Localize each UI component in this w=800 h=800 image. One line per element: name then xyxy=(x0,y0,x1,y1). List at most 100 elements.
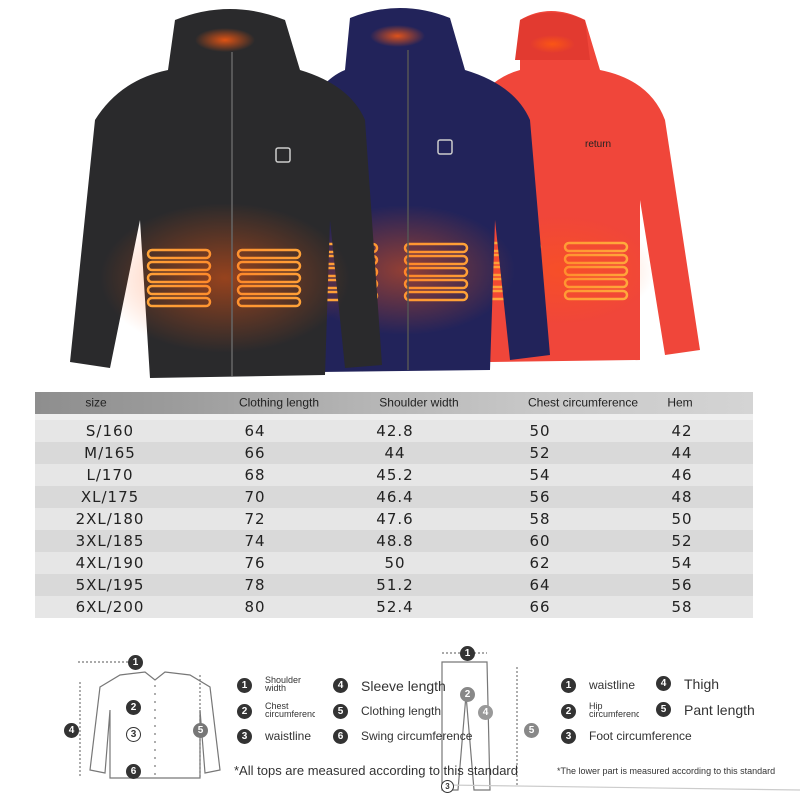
legend-label: waistline xyxy=(589,678,636,692)
table-cell-clothing-length: 72 xyxy=(244,510,266,528)
table-cell-size: 2XL/180 xyxy=(75,510,145,528)
table-cell-clothing-length: 76 xyxy=(244,554,266,572)
measurement-diagram: 1 2 3 4 5 6 1 2 3 4 5 1 Shoulder width 2 Ch… xyxy=(0,640,800,800)
tops-note: *All tops are measured according to this… xyxy=(234,763,518,778)
legend-label: Pant length xyxy=(684,702,755,718)
table-row: L/170 68 45.2 54 46 xyxy=(35,464,753,486)
shirt-marker-2: 2 xyxy=(126,700,141,715)
table-row: 4XL/190 76 50 62 54 xyxy=(35,552,753,574)
table-cell-size: 4XL/190 xyxy=(75,554,145,572)
black-jacket xyxy=(70,9,382,378)
table-cell-hem: 58 xyxy=(671,598,693,616)
table-cell-shoulder-width: 50 xyxy=(384,554,406,572)
legend-label: waistline xyxy=(265,729,312,743)
table-cell-size: S/160 xyxy=(85,422,135,440)
legend-label: Hip circumference xyxy=(589,702,639,719)
legend-number-5: 5 xyxy=(333,704,348,719)
table-row: M/165 66 44 52 44 xyxy=(35,442,753,464)
legend-number-1: 1 xyxy=(237,678,252,693)
table-cell-shoulder-width: 44 xyxy=(384,444,406,462)
pants-note: *The lower part is measured according to… xyxy=(557,766,776,776)
table-cell-shoulder-width: 45.2 xyxy=(376,466,414,484)
shirt-marker-5: 5 xyxy=(193,723,208,738)
garment-outlines xyxy=(78,652,800,791)
table-cell-shoulder-width: 48.8 xyxy=(376,532,414,550)
shirt-marker-3: 3 xyxy=(126,727,141,742)
table-cell-shoulder-width: 42.8 xyxy=(376,422,414,440)
table-cell-hem: 56 xyxy=(671,576,693,594)
table-row: S/160 64 42.8 50 42 xyxy=(35,420,753,442)
table-cell-chest-circumference: 66 xyxy=(529,598,551,616)
table-cell-clothing-length: 70 xyxy=(244,488,266,506)
table-cell-size: 6XL/200 xyxy=(75,598,145,616)
table-cell-size: 5XL/195 xyxy=(75,576,145,594)
table-cell-shoulder-width: 47.6 xyxy=(376,510,414,528)
pants-marker-4: 4 xyxy=(478,705,493,720)
legend-number-4: 4 xyxy=(333,678,348,693)
header-shoulder-width: Shoulder width xyxy=(379,395,459,410)
table-cell-clothing-length: 66 xyxy=(244,444,266,462)
size-chart-table: size Clothing length Shoulder width Ches… xyxy=(35,392,753,618)
table-row: 3XL/185 74 48.8 60 52 xyxy=(35,530,753,552)
heated-jackets-image xyxy=(70,8,700,378)
table-cell-clothing-length: 80 xyxy=(244,598,266,616)
legend-label: Foot circumference xyxy=(589,729,692,743)
table-row: 5XL/195 78 51.2 64 56 xyxy=(35,574,753,596)
table-cell-size: 3XL/185 xyxy=(75,532,145,550)
table-cell-size: M/165 xyxy=(84,444,136,462)
table-cell-shoulder-width: 51.2 xyxy=(376,576,414,594)
legend-label: Clothing length xyxy=(361,704,442,718)
legend-number-6: 6 xyxy=(333,729,348,744)
shirt-marker-6: 6 xyxy=(126,764,141,779)
legend-label: Thigh xyxy=(684,676,720,692)
legend-label: Chest circumference xyxy=(265,702,315,719)
pants-marker-5: 5 xyxy=(524,723,539,738)
table-row: XL/175 70 46.4 56 48 xyxy=(35,486,753,508)
table-cell-clothing-length: 78 xyxy=(244,576,266,594)
legend-number-3: 3 xyxy=(561,729,576,744)
table-header: size Clothing length Shoulder width Ches… xyxy=(35,392,753,414)
legend-label: Swing circumference xyxy=(361,729,473,743)
header-hem: Hem xyxy=(667,395,693,410)
legend-label: Sleeve length xyxy=(361,678,446,694)
table-cell-hem: 48 xyxy=(671,488,693,506)
table-cell-size: L/170 xyxy=(86,466,134,484)
table-cell-chest-circumference: 56 xyxy=(529,488,551,506)
table-row: 2XL/180 72 47.6 58 50 xyxy=(35,508,753,530)
table-cell-shoulder-width: 52.4 xyxy=(376,598,414,616)
legend-number-1: 1 xyxy=(561,678,576,693)
pants-marker-1: 1 xyxy=(460,646,475,661)
table-cell-chest-circumference: 60 xyxy=(529,532,551,550)
shirt-marker-4: 4 xyxy=(64,723,79,738)
table-cell-clothing-length: 64 xyxy=(244,422,266,440)
legend-label: Shoulder width xyxy=(265,676,302,693)
table-cell-shoulder-width: 46.4 xyxy=(376,488,414,506)
table-cell-chest-circumference: 50 xyxy=(529,422,551,440)
legend-number-3: 3 xyxy=(237,729,252,744)
table-cell-hem: 52 xyxy=(671,532,693,550)
table-cell-chest-circumference: 62 xyxy=(529,554,551,572)
table-cell-size: XL/175 xyxy=(80,488,140,506)
table-row: 6XL/200 80 52.4 66 58 xyxy=(35,596,753,618)
table-cell-hem: 54 xyxy=(671,554,693,572)
pants-marker-3: 3 xyxy=(441,780,454,793)
header-size: size xyxy=(85,395,107,410)
table-cell-chest-circumference: 52 xyxy=(529,444,551,462)
pants-marker-2: 2 xyxy=(460,687,475,702)
table-cell-chest-circumference: 64 xyxy=(529,576,551,594)
table-cell-clothing-length: 68 xyxy=(244,466,266,484)
overlay-text: return xyxy=(585,139,612,150)
legend-number-2: 2 xyxy=(237,704,252,719)
legend-number-4: 4 xyxy=(656,676,671,691)
legend-number-5: 5 xyxy=(656,702,671,717)
table-cell-hem: 44 xyxy=(671,444,693,462)
legend-number-2: 2 xyxy=(561,704,576,719)
table-cell-hem: 50 xyxy=(671,510,693,528)
header-clothing-length: Clothing length xyxy=(238,395,320,410)
table-cell-hem: 42 xyxy=(671,422,693,440)
table-cell-clothing-length: 74 xyxy=(244,532,266,550)
shirt-outline xyxy=(78,661,221,779)
table-cell-chest-circumference: 54 xyxy=(529,466,551,484)
table-cell-chest-circumference: 58 xyxy=(529,510,551,528)
header-chest-circumference: Chest circumference xyxy=(527,395,639,410)
